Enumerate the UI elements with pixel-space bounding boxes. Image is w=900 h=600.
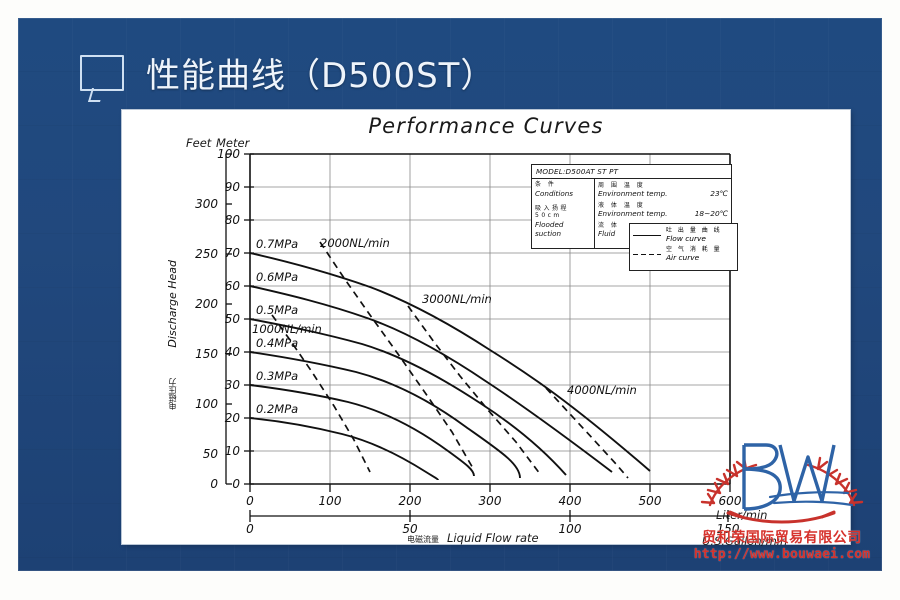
- feet-tick-250: 250: [195, 247, 218, 261]
- curve-4000NL: [545, 387, 629, 479]
- label-0.7MPa: 0.7MPa: [256, 237, 299, 251]
- meter-tick-50: 50: [224, 312, 240, 326]
- label-0.6MPa: 0.6MPa: [256, 270, 299, 284]
- y-axis-unit-meter: Meter: [216, 136, 250, 150]
- liter-tick-100: 100: [318, 494, 342, 508]
- flow-curves: [250, 252, 651, 481]
- meter-tick-10: 10: [224, 444, 240, 458]
- liter-tick-500: 500: [638, 494, 662, 508]
- conditions-en-2b: suction: [535, 228, 562, 238]
- chart-panel: Performance Curves Feet Meter Discharge …: [122, 110, 850, 548]
- legend-cn: 空 气 消 耗 量: [666, 246, 722, 254]
- condition-cn: 流 体: [598, 222, 620, 229]
- condition-value: 18~20℃: [694, 209, 728, 218]
- conditions-en-2a: Flooded: [535, 219, 564, 229]
- chart-legend: 吐 出 量 曲 线 Flow curve 空 气 消 耗 量 Air curve: [629, 223, 738, 271]
- label-2000NL: 2000NL/min: [320, 236, 390, 250]
- curve-2000NL: [319, 241, 475, 471]
- label-4000NL: 4000NL/min: [567, 383, 637, 397]
- condition-value: 23℃: [710, 189, 728, 198]
- condition-row: 周 围 温 度 Environment temp. 23℃: [598, 180, 728, 198]
- conditions-cn-2: 吸入扬程50cm: [535, 204, 570, 220]
- liter-tick-300: 300: [478, 494, 502, 508]
- condition-row: 液 体 温 度 Environment temp. 18~20℃: [598, 200, 728, 218]
- liter-tick-400: 400: [558, 494, 582, 508]
- gallon-axis: [249, 510, 730, 522]
- watermark-url: http://www.bouwaei.com: [693, 547, 871, 562]
- gallon-tick-0: 0: [246, 522, 254, 536]
- model-label: MODEL:D500AT ST PT: [532, 165, 731, 179]
- x-axis-title: Liquid Flow rate: [447, 531, 539, 545]
- label-0.3MPa: 0.3MPa: [256, 369, 299, 383]
- feet-tick-50: 50: [202, 447, 218, 461]
- meter-tick-60: 60: [224, 279, 240, 293]
- legend-item-flow: 吐 出 量 曲 线 Flow curve: [633, 226, 734, 245]
- conditions-left-cell: 条 件 Conditions 吸入扬程50cm Flooded suction: [532, 179, 595, 248]
- meter-tick-0: 0: [232, 477, 240, 491]
- x-axis-title-cn: 电磁流量: [407, 535, 439, 544]
- legend-en: Flow curve: [666, 233, 706, 243]
- legend-item-air: 空 气 消 耗 量 Air curve: [633, 245, 734, 264]
- curve-1000NL: [271, 314, 371, 473]
- curve-0.4MPa: [250, 351, 521, 479]
- curve-0.7MPa: [250, 252, 651, 472]
- y-axis-unit-feet: Feet: [186, 136, 212, 150]
- meter-tick-90: 90: [224, 180, 240, 194]
- meter-tick-80: 80: [224, 213, 240, 227]
- watermark-company: 贸和荣国际贸易有限公司: [702, 530, 862, 546]
- solid-line-icon: [633, 232, 661, 239]
- page-title: 性能曲线（D500ST）: [146, 56, 496, 96]
- curve-3000NL: [407, 305, 541, 475]
- conditions-en-1: Conditions: [535, 188, 574, 198]
- meter-tick-20: 20: [224, 411, 240, 425]
- condition-cn: 周 围 温 度: [598, 182, 646, 189]
- legend-en: Air curve: [666, 252, 700, 262]
- condition-en: Fluid: [598, 229, 616, 238]
- feet-tick-150: 150: [195, 347, 218, 361]
- feet-tick-0: 0: [210, 477, 218, 491]
- condition-en: Environment temp.: [598, 189, 668, 198]
- gallon-tick-50: 50: [402, 522, 418, 536]
- gallon-tick-150: 150: [716, 522, 740, 536]
- liter-tick-0: 0: [246, 494, 254, 508]
- presentation-slide: 性能曲线（D500ST） Performance Curves Feet Met…: [18, 18, 882, 571]
- air-curves: [271, 241, 629, 479]
- x-axis-unit-gallon: U.S.Gallon/min: [702, 534, 788, 548]
- gallon-tick-100: 100: [558, 522, 582, 536]
- feet-tick-100: 100: [195, 397, 218, 411]
- label-0.2MPa: 0.2MPa: [256, 402, 299, 416]
- slide-title-row: 性能曲线（D500ST）: [80, 48, 495, 97]
- watermark: 贸和荣国际贸易有限公司 http://www.bouwaei.com: [682, 431, 878, 569]
- meter-tick-70: 70: [224, 246, 240, 260]
- condition-cn: 液 体 温 度: [598, 202, 646, 209]
- label-0.5MPa: 0.5MPa: [256, 303, 299, 317]
- curve-0.2MPa: [250, 417, 439, 481]
- meter-tick-30: 30: [224, 378, 240, 392]
- speech-bubble-icon: [80, 54, 124, 91]
- dashed-line-icon: [633, 251, 661, 258]
- conditions-cn-1: 条 件: [535, 181, 557, 188]
- label-0.4MPa: 0.4MPa: [256, 336, 299, 350]
- meter-tick-40: 40: [224, 345, 240, 359]
- feet-tick-300: 300: [195, 197, 218, 211]
- legend-cn: 吐 出 量 曲 线: [666, 227, 722, 235]
- liter-axis-ticks: [249, 484, 731, 492]
- feet-axis: [225, 153, 232, 485]
- condition-en: Environment temp.: [598, 209, 668, 218]
- label-1000NL: 1000NL/min: [252, 322, 322, 336]
- chart-title: Performance Curves: [368, 114, 604, 138]
- bw-logo-icon: [700, 443, 864, 524]
- meter-tick-100: 100: [217, 147, 240, 161]
- performance-chart: Performance Curves Feet Meter Discharge …: [122, 110, 850, 548]
- label-3000NL: 3000NL/min: [422, 292, 492, 306]
- curve-0.3MPa: [250, 384, 475, 477]
- liter-tick-200: 200: [398, 494, 422, 508]
- liter-tick-600: 600: [718, 494, 742, 508]
- curve-0.6MPa: [250, 285, 613, 473]
- curve-0.5MPa: [250, 318, 567, 476]
- feet-tick-200: 200: [195, 297, 218, 311]
